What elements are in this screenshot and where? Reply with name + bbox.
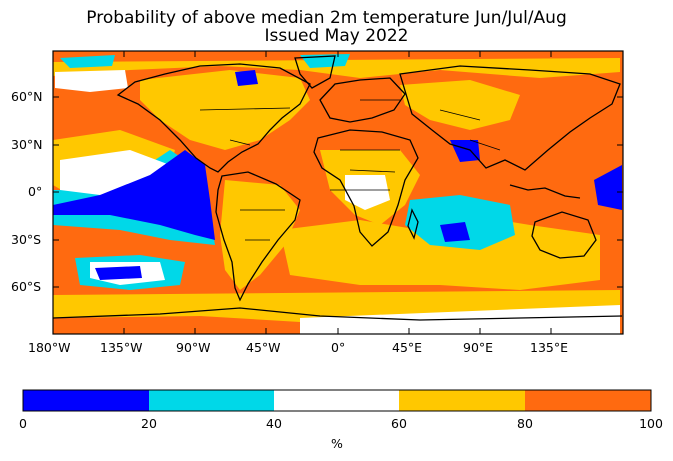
colorbar-bin-60-80 (399, 390, 525, 411)
colorbar (22, 389, 652, 412)
lon-label-90w: 90°W (176, 340, 211, 355)
lat-label-30n: 30°N (11, 137, 43, 152)
field-yellow-asia (400, 80, 520, 130)
field-yellow-north-america (140, 70, 310, 150)
field-yellow-arctic (53, 58, 620, 78)
field-cyan-arctic (60, 55, 115, 68)
map-subtitle: Issued May 2022 (264, 26, 409, 46)
colorbar-tick-100: 100 (639, 416, 663, 431)
colorbar-bin-80-100 (525, 390, 651, 411)
colorbar-tick-40: 40 (266, 416, 282, 431)
border-lines (199, 99, 501, 241)
lon-label-135e: 135°E (530, 340, 569, 355)
coast-australia (531, 211, 597, 259)
colorbar-bin-20-40 (149, 390, 274, 411)
lon-label-45w: 45°W (246, 340, 281, 355)
coast-south-america (215, 171, 301, 302)
colorbar-bin-40-60 (274, 390, 399, 411)
coast-indonesia (509, 184, 581, 199)
field-white-central-africa (345, 175, 390, 210)
map-title: Probability of above median 2m temperatu… (86, 8, 567, 28)
lon-label-45e: 45°E (392, 340, 423, 355)
field-blue-east-pacific (53, 150, 215, 240)
coast-europe (319, 77, 406, 123)
field-blue-west-pacific (594, 165, 622, 210)
colorbar-tick-60: 60 (391, 416, 407, 431)
coastlines (53, 55, 623, 321)
coast-greenland (294, 55, 336, 89)
lon-label-180w: 180°W (28, 340, 71, 355)
colorbar-tick-20: 20 (141, 416, 157, 431)
lon-label-0: 0° (331, 340, 346, 355)
colorbar-unit-label: % (331, 436, 343, 451)
colorbar-bin-0-20 (23, 390, 149, 411)
lat-label-60s: 60°S (11, 279, 42, 294)
lat-label-0: 0° (28, 184, 43, 199)
coast-madagascar (407, 208, 419, 240)
lat-label-30s: 30°S (11, 232, 42, 247)
colorbar-frame (22, 389, 652, 412)
field-blue-arabian-sea (450, 140, 480, 162)
colorbar-tick-0: 0 (19, 416, 27, 431)
field-yellow-south-america (220, 180, 300, 290)
coast-antarctica (53, 307, 623, 321)
map-field (53, 51, 623, 334)
axis-ticks (53, 51, 623, 334)
field-blue-indian-ocean (440, 222, 470, 242)
coast-north-america (116, 63, 311, 173)
coast-africa (313, 129, 419, 247)
lon-label-135w: 135°W (100, 340, 143, 355)
field-blue-canada (235, 70, 258, 86)
field-cyan-indian-ocean (405, 195, 515, 250)
country-borders (199, 99, 501, 241)
field-blue-south-pacific (95, 266, 142, 280)
lat-label-60n: 60°N (11, 89, 43, 104)
lon-label-90e: 90°E (463, 340, 494, 355)
coast-asia (399, 65, 621, 171)
colorbar-tick-80: 80 (517, 416, 533, 431)
field-white-north-pacific (55, 70, 128, 92)
field-yellow-south-atlantic (280, 215, 600, 290)
